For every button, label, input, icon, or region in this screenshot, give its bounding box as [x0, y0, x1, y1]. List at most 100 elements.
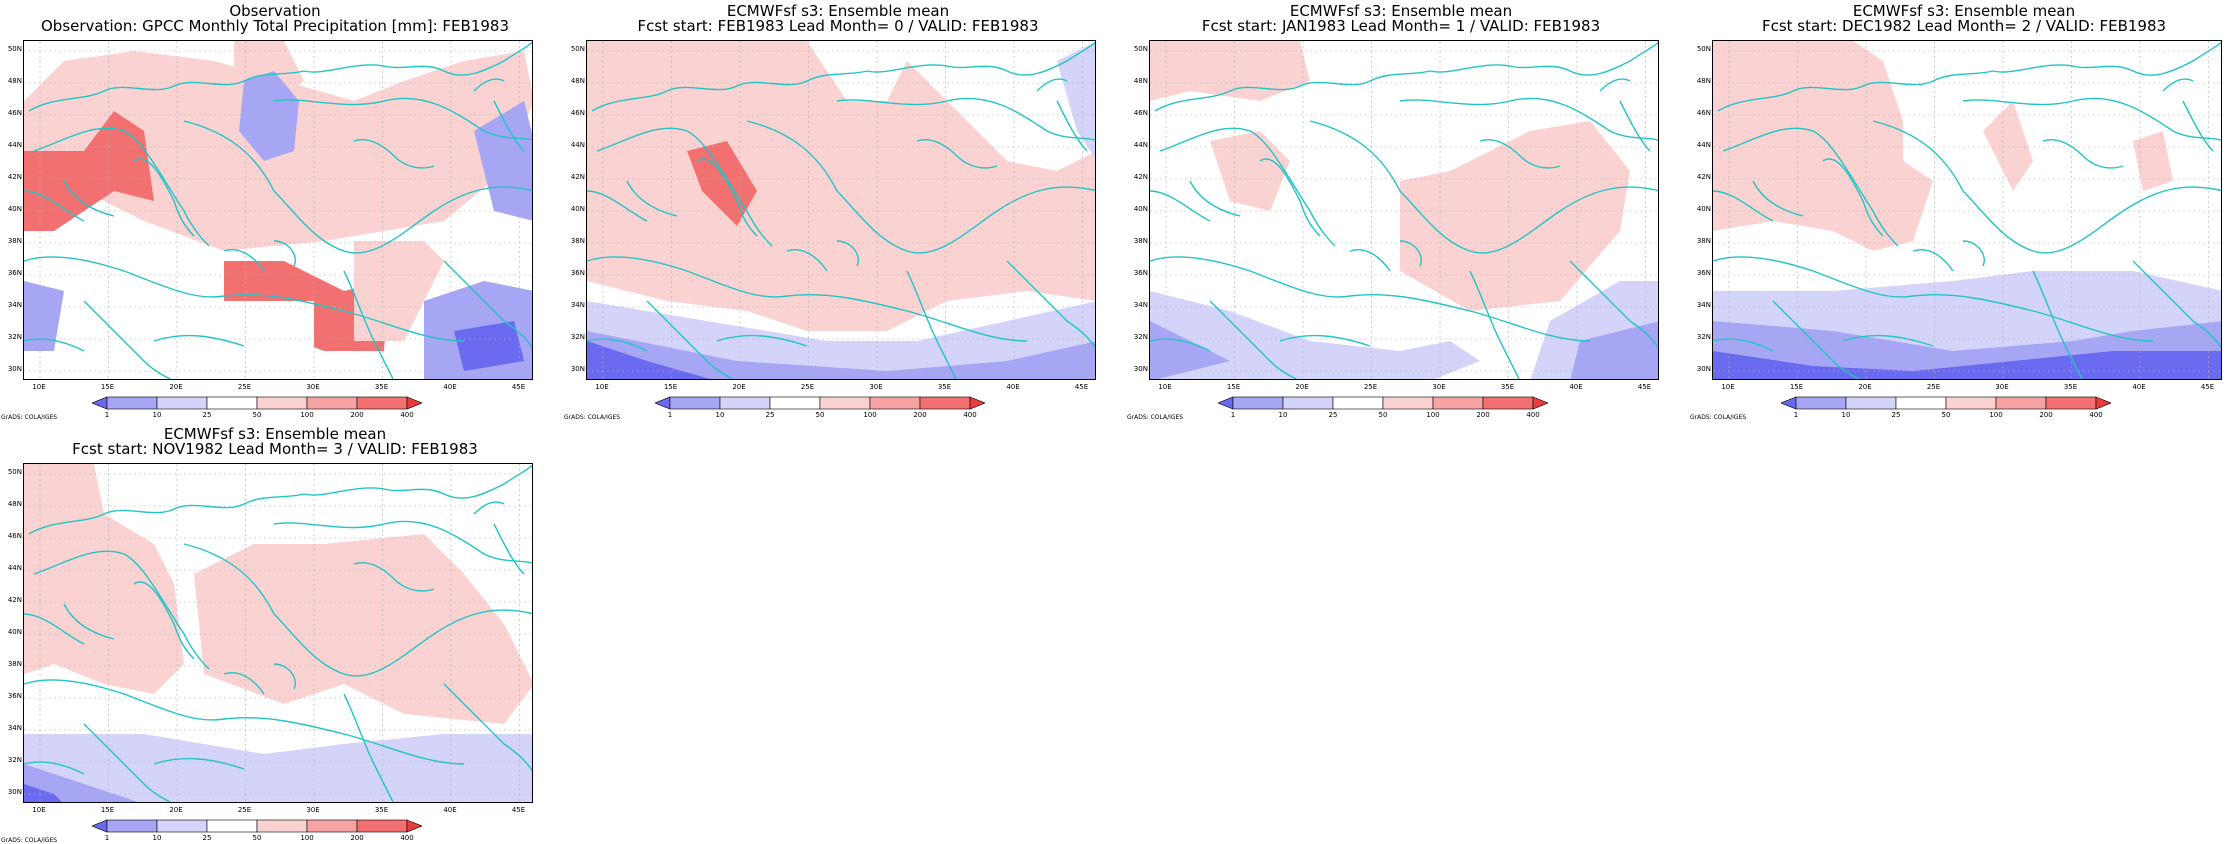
coastline [646, 300, 735, 379]
colorbar-segment [869, 396, 921, 410]
colorbar-level-label: 50 [252, 411, 262, 419]
map-frame [1149, 40, 1659, 380]
lat-tick-label: 38N [570, 237, 585, 245]
coastline [1992, 41, 2221, 76]
colorbar [1218, 396, 1548, 410]
lon-tick-label: 30E [1432, 383, 1446, 391]
lon-tick-label: 25E [1926, 383, 1941, 391]
coastline [1259, 158, 1321, 237]
lat-tick-label: 46N [570, 109, 585, 117]
lon-tick-label: 25E [1363, 383, 1378, 391]
precip-shade-region [687, 141, 757, 226]
colorbar-segment [156, 396, 208, 410]
colorbar-segment [1432, 396, 1484, 410]
colorbar-segment [256, 819, 308, 833]
coastline [696, 158, 758, 237]
panel-subtitle: Observation: GPCC Monthly Total Precipit… [40, 17, 510, 35]
lat-tick-label: 42N [1696, 173, 1711, 181]
panel-subtitle: Fcst start: FEB1983 Lead Month= 0 / VALI… [637, 17, 1039, 35]
map-frame [23, 40, 533, 380]
map-canvas [24, 41, 532, 379]
coastline [33, 550, 210, 670]
lat-tick-label: 44N [1696, 141, 1711, 149]
coastline [273, 97, 532, 142]
lat-tick-label: 32N [1133, 333, 1148, 341]
colorbar-segment [1895, 396, 1947, 410]
colorbar-segment [306, 819, 358, 833]
lon-tick-label: 10E [1721, 383, 1735, 391]
precip-shade-region [474, 101, 532, 221]
precip-shade-region [587, 341, 710, 379]
coastline [223, 663, 296, 695]
lat-tick-label: 34N [7, 724, 22, 732]
coastline [1722, 127, 1899, 247]
coastline [596, 127, 773, 247]
lon-tick-label: 30E [306, 383, 320, 391]
coastline [746, 120, 1095, 254]
coastline [24, 757, 245, 775]
credit-label: GrADS: COLA/IGES [564, 414, 621, 421]
lon-tick-label: 15E [100, 383, 115, 391]
coastline [916, 139, 998, 169]
colorbar-level-label: 400 [400, 411, 414, 419]
lat-tick-label: 48N [1696, 77, 1711, 85]
colorbar-segment [1332, 396, 1384, 410]
precip-shade-region [1713, 351, 2221, 379]
precip-shade-region [74, 281, 214, 379]
coastline [836, 97, 1095, 142]
coastline [183, 120, 532, 254]
colorbar-segment [256, 396, 308, 410]
coastline [587, 334, 808, 352]
lon-tick-label: 35E [937, 383, 952, 391]
lon-tick-label: 20E [732, 383, 746, 391]
lat-tick-label: 38N [7, 660, 22, 668]
lat-tick-label: 42N [570, 173, 585, 181]
lat-tick-label: 32N [1696, 333, 1711, 341]
precip-shade-region [1057, 42, 1095, 158]
lat-tick-label: 34N [7, 301, 22, 309]
colorbar-level-label: 400 [1526, 411, 1540, 419]
lat-tick-label: 48N [570, 77, 585, 85]
colorbar-level-label: 200 [913, 411, 927, 419]
colorbar-level-label: 200 [350, 834, 364, 842]
colorbar-segment [1282, 396, 1334, 410]
colorbar-level-label: 10 [152, 411, 162, 419]
colorbar-level-label: 10 [1278, 411, 1288, 419]
coastline [273, 520, 532, 565]
lon-tick-label: 40E [1569, 383, 1583, 391]
lat-tick-label: 36N [1133, 269, 1148, 277]
colorbar-segment [669, 396, 721, 410]
lat-tick-label: 30N [1696, 365, 1711, 373]
lat-tick-label: 32N [7, 756, 22, 764]
lat-tick-label: 42N [7, 173, 22, 181]
colorbar-level-label: 10 [152, 834, 162, 842]
colorbar-segment [306, 396, 358, 410]
coastline [353, 562, 435, 592]
lat-tick-label: 34N [570, 301, 585, 309]
colorbar-segment [769, 396, 821, 410]
colorbar [92, 396, 422, 410]
colorbar-level-label: 1 [104, 834, 110, 842]
colorbar-level-label: 50 [1941, 411, 1951, 419]
lat-tick-label: 30N [7, 788, 22, 796]
lon-tick-label: 20E [169, 383, 183, 391]
lon-tick-label: 15E [100, 806, 115, 814]
lat-tick-label: 40N [7, 205, 22, 213]
colorbar-level-label: 25 [202, 834, 212, 842]
colorbar-level-label: 25 [1328, 411, 1338, 419]
coastline [1150, 180, 1241, 222]
coastline [1309, 120, 1658, 254]
colorbar-segment [1232, 396, 1284, 410]
panel-title: ECMWFsf s3: Ensemble mean [1852, 2, 2076, 20]
coastline [83, 300, 172, 379]
lat-tick-label: 46N [1133, 109, 1148, 117]
colorbar-min-arrow [655, 396, 671, 410]
coastline [1469, 270, 1520, 379]
colorbar-segment [1482, 396, 1534, 410]
precip-shade-region [24, 764, 138, 802]
colorbar-max-arrow [969, 396, 985, 410]
precip-shade-region [1570, 321, 1658, 379]
coastline [473, 501, 525, 575]
colorbar-level-label: 100 [300, 411, 314, 419]
precip-shade-region [194, 534, 532, 724]
